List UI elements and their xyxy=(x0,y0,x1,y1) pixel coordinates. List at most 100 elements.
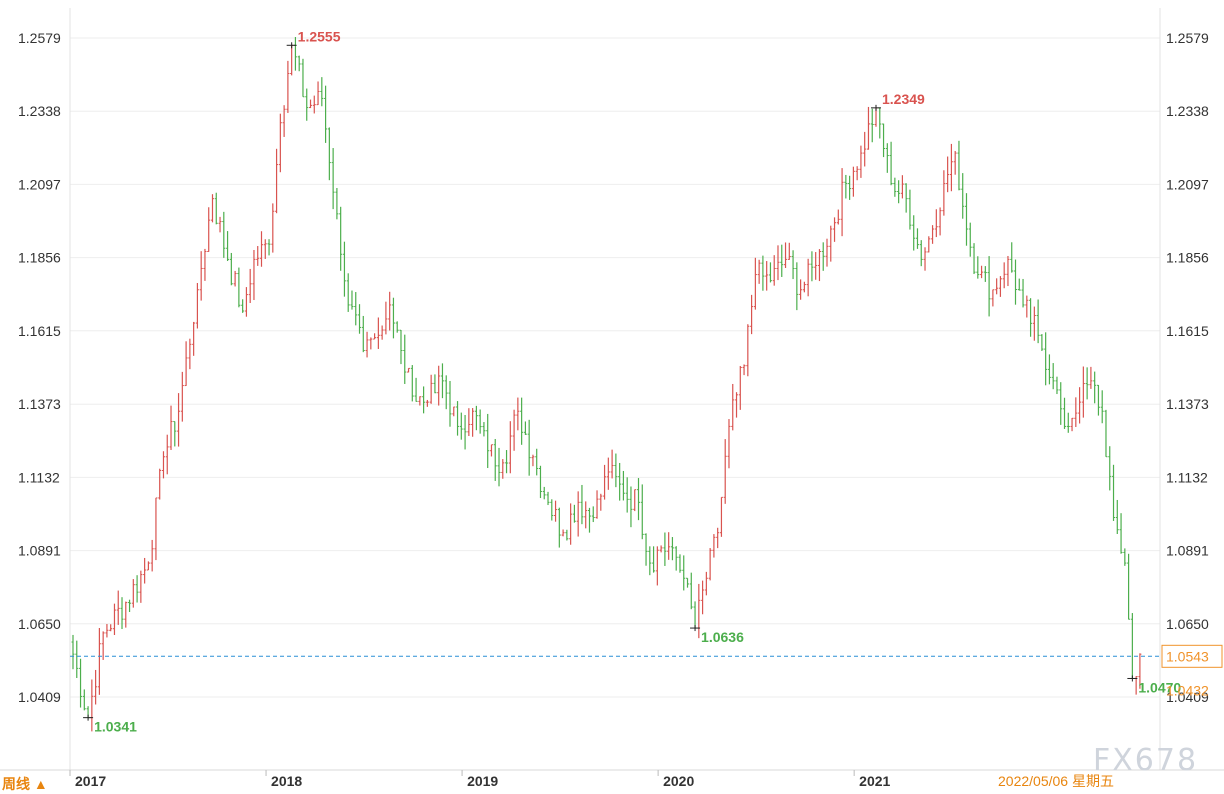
ohlc-bar xyxy=(222,211,226,258)
date-label: 2022/05/06 星期五 xyxy=(998,773,1114,789)
ohlc-bar xyxy=(1044,332,1048,386)
ohlc-bar xyxy=(998,276,1002,297)
ohlc-bar xyxy=(527,419,531,476)
ohlc-bar xyxy=(188,338,192,370)
ohlc-bar xyxy=(727,419,731,469)
ohlc-bar xyxy=(640,484,644,540)
low-marker: 1.0341 xyxy=(83,714,137,735)
ohlc-bar xyxy=(772,255,776,286)
ohlc-bar xyxy=(780,244,784,277)
ohlc-bar xyxy=(180,371,184,422)
ohlc-bar xyxy=(1089,366,1093,389)
ohlc-bar xyxy=(1127,553,1131,620)
ohlc-bar xyxy=(625,477,629,513)
ohlc-bar xyxy=(373,333,377,340)
ohlc-bar xyxy=(1063,397,1067,429)
ohlc-bar xyxy=(784,242,788,269)
ohlc-bar xyxy=(961,173,965,219)
ohlc-bar xyxy=(704,571,708,596)
ohlc-bar xyxy=(346,273,350,312)
current-price-label: 1.0543 xyxy=(1166,648,1209,664)
ohlc-bar xyxy=(297,55,301,72)
ohlc-bar xyxy=(407,367,411,373)
low-marker: 1.0636 xyxy=(690,625,744,645)
ohlc-bar xyxy=(399,329,403,365)
y-tick-label: 1.1373 xyxy=(1166,396,1209,412)
ohlc-bar xyxy=(606,457,610,490)
ohlc-bar xyxy=(991,289,995,307)
ohlc-bar xyxy=(177,393,181,447)
ohlc-bar xyxy=(953,150,957,175)
ohlc-bar xyxy=(403,334,407,384)
ohlc-bar xyxy=(889,141,893,186)
period-label[interactable]: 周线 ▲ xyxy=(2,776,48,792)
ohlc-bar xyxy=(459,412,463,440)
ohlc-bar xyxy=(946,156,950,193)
ohlc-bar xyxy=(418,396,422,406)
ohlc-bar xyxy=(1036,299,1040,344)
ohlc-bar xyxy=(380,325,384,340)
ohlc-bar xyxy=(305,88,309,121)
ohlc-bar xyxy=(674,546,678,571)
y-tick-label: 1.2338 xyxy=(18,103,61,119)
ohlc-bar xyxy=(1040,334,1044,351)
y-tick-label: 1.2579 xyxy=(18,30,61,46)
low-marker: 1.0470 xyxy=(1127,675,1181,695)
ohlc-bar xyxy=(331,148,335,210)
ohlc-bar xyxy=(210,194,214,223)
ohlc-bar xyxy=(429,374,433,404)
ohlc-bar xyxy=(591,506,595,523)
ohlc-bar xyxy=(686,577,690,588)
ohlc-bar xyxy=(723,439,727,504)
ohlc-bar xyxy=(851,166,855,197)
y-tick-label: 1.1373 xyxy=(18,396,61,412)
ohlc-bar xyxy=(825,238,829,267)
ohlc-bar xyxy=(572,504,576,523)
ohlc-bar xyxy=(731,383,735,431)
ohlc-bar xyxy=(697,583,701,639)
ohlc-bar xyxy=(124,601,128,628)
ohlc-bar xyxy=(1081,366,1085,418)
ohlc-bar xyxy=(116,590,120,625)
ohlc-bar xyxy=(75,640,79,678)
ohlc-bar xyxy=(135,575,139,603)
ohlc-bar xyxy=(1014,259,1017,305)
ohlc-bar xyxy=(708,548,712,581)
ohlc-bar xyxy=(105,624,109,638)
ohlc-bar xyxy=(776,245,780,281)
ohlc-bar xyxy=(799,279,803,300)
ohlc-bar xyxy=(275,148,279,214)
ohlc-bar xyxy=(1066,412,1070,433)
y-tick-label: 1.2338 xyxy=(1166,103,1209,119)
watermark: FX678 xyxy=(1093,743,1198,778)
ohlc-bar xyxy=(199,251,203,301)
ohlc-bar xyxy=(354,292,358,326)
ohlc-bars xyxy=(71,37,1142,732)
ohlc-bar xyxy=(791,250,795,280)
ohlc-bar xyxy=(987,256,991,317)
ohlc-bar xyxy=(554,500,558,522)
ohlc-bar xyxy=(900,175,904,199)
ohlc-bar xyxy=(719,496,723,537)
ohlc-bar xyxy=(663,532,667,566)
ohlc-bar xyxy=(844,174,848,199)
y-tick-label: 1.1615 xyxy=(18,323,61,339)
ohlc-bar xyxy=(482,422,486,437)
ohlc-bar xyxy=(471,408,475,437)
ohlc-bar xyxy=(71,634,75,670)
ohlc-bar xyxy=(614,453,618,488)
ohlc-bar xyxy=(131,579,135,608)
ohlc-bar xyxy=(738,365,742,410)
ohlc-bar xyxy=(629,486,633,528)
y-tick-label: 1.0891 xyxy=(18,543,61,559)
annotation-label: 1.0341 xyxy=(94,719,137,735)
ohlc-bar xyxy=(584,501,588,529)
ohlc-bar xyxy=(489,444,493,457)
y-tick-label: 1.2097 xyxy=(18,176,61,192)
ohlc-bar xyxy=(1104,409,1108,458)
ohlc-bar xyxy=(90,679,94,732)
ohlc-bar xyxy=(293,37,297,71)
ohlc-bar xyxy=(927,236,931,253)
period-selector[interactable]: 周线 ▲ xyxy=(0,772,68,794)
ohlc-bar xyxy=(795,262,799,311)
